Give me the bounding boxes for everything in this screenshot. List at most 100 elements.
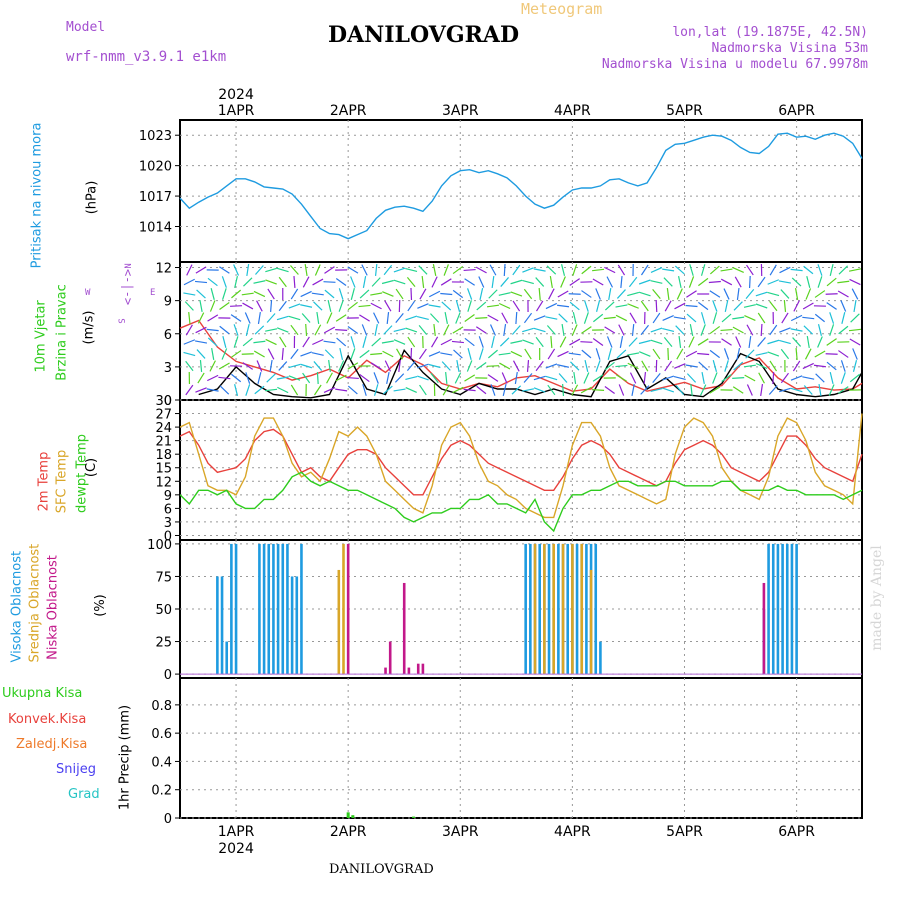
- wind-arrow: [347, 266, 359, 274]
- top-date-label: 4APR: [554, 103, 591, 119]
- wind-arrow: [277, 386, 289, 394]
- wind-arrow: [662, 375, 675, 381]
- wind-arrow: [772, 371, 775, 385]
- wind-arrow: [732, 316, 745, 320]
- wind-arrow: [269, 359, 273, 373]
- wind-arrow: [817, 276, 823, 288]
- cloud-bar: [388, 641, 392, 675]
- wind-arrow: [561, 264, 566, 276]
- wind-arrow: [455, 312, 461, 324]
- temp-unit: (C): [84, 457, 100, 478]
- wind-arrow: [290, 348, 299, 360]
- wind-arrow: [547, 384, 556, 396]
- cloud-ytick-label: 0: [164, 668, 172, 683]
- wind-arrow: [393, 388, 406, 392]
- wind-arrow: [615, 304, 628, 308]
- wind-arrow: [335, 329, 348, 331]
- wind-arrow: [476, 301, 487, 311]
- wind-arrow: [790, 387, 803, 393]
- wind-arrow: [571, 384, 579, 396]
- temperature-ytick-label: 18: [155, 448, 172, 463]
- wind-arrow: [760, 383, 764, 397]
- wind-arrow: [720, 278, 733, 286]
- wind-arrow: [580, 386, 592, 394]
- wind-arrow: [347, 362, 359, 370]
- wind-arrow: [560, 276, 566, 288]
- wind-arrow: [405, 268, 418, 272]
- cloud-bar: [781, 543, 784, 675]
- wind-arrow: [313, 384, 322, 396]
- wind-arrow: [265, 388, 278, 392]
- cloud-bar: [552, 543, 555, 675]
- wind-arrow: [464, 374, 476, 382]
- wind-arrow: [186, 264, 193, 276]
- wind-arrow: [523, 312, 533, 324]
- wind-arrow: [510, 279, 523, 285]
- bottom-date-label: 2APR: [330, 824, 367, 840]
- wind-arrow: [311, 352, 324, 356]
- wind-arrow: [418, 324, 428, 336]
- cloud-bar: [281, 543, 285, 675]
- legend-grad: Grad: [68, 787, 100, 802]
- wind-arrow: [428, 351, 441, 357]
- cloud-ytick-label: 50: [155, 603, 172, 618]
- wind-arrow: [476, 362, 487, 370]
- wind-arrow: [674, 265, 685, 275]
- wind-arrow: [618, 384, 625, 396]
- precip-bar: [346, 812, 350, 818]
- bottom-date-label: 3APR: [442, 824, 479, 840]
- wind-arrow: [769, 360, 778, 372]
- wind-arrow: [545, 302, 558, 310]
- cloud-bar: [538, 543, 541, 675]
- wind-arrow: [405, 387, 417, 393]
- wind-arrow: [242, 337, 253, 347]
- wind-arrow: [219, 385, 230, 395]
- wind-arrow: [829, 324, 835, 336]
- wind-arrow: [606, 276, 614, 288]
- page-title: DANILOVGRAD: [328, 22, 520, 48]
- wind-arrow: [584, 360, 589, 372]
- wind-arrow: [631, 383, 635, 397]
- wind-arrow: [769, 324, 778, 336]
- wind-arrow: [512, 264, 521, 276]
- wind-arrow: [803, 265, 814, 275]
- wind-arrow: [689, 264, 694, 276]
- wind-arrow: [840, 372, 846, 384]
- wind-arrow: [270, 299, 273, 313]
- temperature-ytick-label: 24: [155, 421, 172, 436]
- wind-arrow: [581, 290, 592, 298]
- pressure-unit: (hPa): [84, 180, 100, 215]
- wind-arrow: [428, 290, 441, 298]
- cloud-ylabel-3: Niska Oblacnost: [45, 555, 61, 660]
- wind-arrow: [511, 325, 521, 335]
- wind-arrow: [615, 314, 628, 322]
- wind-arrow: [478, 348, 484, 360]
- wind-arrow: [815, 373, 825, 383]
- wind-arrow: [615, 364, 628, 368]
- wind-arrow: [276, 327, 289, 333]
- wind-arrow: [698, 301, 709, 311]
- wind-arrow: [804, 348, 812, 360]
- wind-arrow: [230, 314, 242, 322]
- wind-arrow: [685, 364, 698, 368]
- wind-arrow: [256, 300, 263, 312]
- wind-arrow: [732, 386, 744, 394]
- wind-arrow: [499, 337, 510, 347]
- wind-arrow: [627, 303, 639, 309]
- wind-arrow: [278, 300, 287, 312]
- wind-arrow: [779, 387, 791, 393]
- wind-arrow: [394, 373, 405, 383]
- wind-arrow: [314, 264, 321, 276]
- wind-arrow: [265, 328, 278, 332]
- wind-arrow: [592, 278, 604, 286]
- wind-arrow: [405, 315, 418, 321]
- wind-arrow: [267, 348, 275, 360]
- wind-arrow: [241, 353, 254, 355]
- wind-arrow: [666, 287, 670, 301]
- cloud-bar: [416, 663, 420, 675]
- wind-arrow: [655, 299, 658, 313]
- wind-arrow: [244, 312, 251, 324]
- wind-arrow: [267, 288, 275, 300]
- cloud-bar: [300, 543, 303, 675]
- wind-arrow: [314, 324, 322, 336]
